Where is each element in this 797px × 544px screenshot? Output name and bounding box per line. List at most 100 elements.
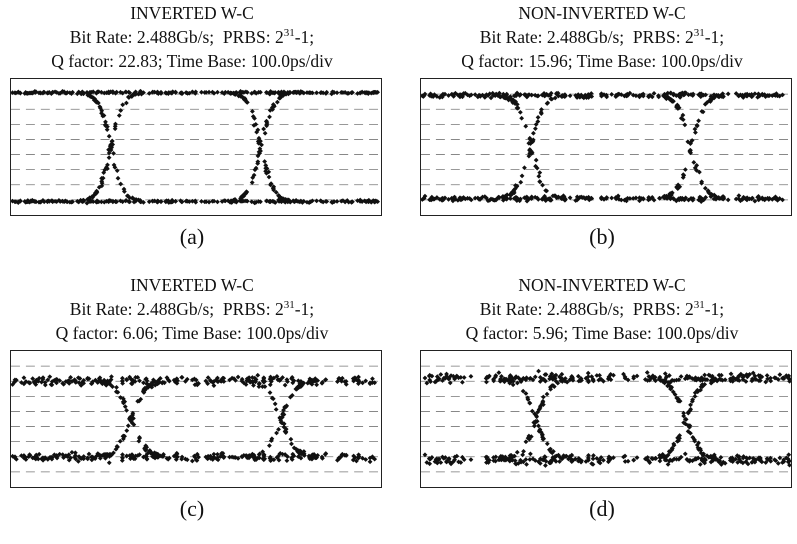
sample-point bbox=[261, 126, 267, 132]
sample-point bbox=[124, 453, 130, 459]
sample-point bbox=[712, 195, 718, 201]
sample-point bbox=[451, 93, 457, 99]
prbs-suffix: -1; bbox=[294, 27, 315, 47]
sample-point bbox=[263, 165, 269, 171]
sample-point bbox=[105, 162, 110, 168]
sample-point bbox=[11, 198, 15, 204]
time-base-label: Time Base: 100.0ps/div bbox=[572, 323, 739, 343]
sample-point bbox=[271, 199, 277, 204]
sample-point bbox=[633, 195, 639, 201]
sample-point bbox=[174, 380, 180, 386]
prbs-suffix: -1; bbox=[704, 299, 725, 319]
sample-point bbox=[109, 374, 114, 379]
sample-point bbox=[725, 91, 731, 97]
sample-point bbox=[249, 180, 255, 185]
eye-diagram-panel-a: INVERTED W-C Bit Rate: 2.488Gb/s; PRBS: … bbox=[2, 0, 382, 272]
sample-point bbox=[267, 443, 272, 448]
sample-point bbox=[525, 196, 531, 201]
eye-plot-area bbox=[420, 350, 792, 488]
eye-diagram-panel-d: NON-INVERTED W-C Bit Rate: 2.488Gb/s; PR… bbox=[412, 272, 792, 544]
sample-point bbox=[250, 451, 255, 457]
sample-point bbox=[86, 196, 91, 202]
sample-point bbox=[736, 378, 742, 383]
bit-rate-label: Bit Rate: 2.488Gb/s; bbox=[69, 299, 215, 319]
sample-point bbox=[519, 115, 525, 121]
sample-point bbox=[15, 90, 21, 95]
sample-point bbox=[288, 436, 294, 442]
sample-point bbox=[634, 455, 640, 461]
sample-point bbox=[335, 379, 340, 385]
sample-point bbox=[691, 160, 697, 165]
sample-point bbox=[56, 197, 62, 203]
panel-bitrate-prbs: Bit Rate: 2.488Gb/s; PRBS: 231-1; bbox=[2, 298, 382, 320]
sample-point bbox=[258, 148, 263, 154]
sample-point bbox=[99, 199, 104, 205]
sample-point bbox=[108, 144, 114, 150]
time-base-label: Time Base: 100.0ps/div bbox=[576, 51, 743, 71]
sample-point bbox=[241, 191, 247, 197]
panel-q-timebase: Q factor: 6.06; Time Base: 100.0ps/div bbox=[2, 322, 382, 344]
sample-point bbox=[120, 455, 125, 461]
sample-point bbox=[206, 89, 212, 95]
sample-point bbox=[698, 199, 704, 204]
sample-point bbox=[15, 200, 21, 206]
sample-point bbox=[274, 99, 280, 105]
sample-point bbox=[586, 452, 591, 458]
sample-point bbox=[532, 92, 538, 98]
sample-point bbox=[266, 174, 272, 180]
sample-point bbox=[146, 199, 152, 205]
sample-point bbox=[273, 407, 279, 412]
sample-point bbox=[23, 90, 29, 95]
sample-point bbox=[189, 458, 195, 464]
sample-point bbox=[543, 463, 548, 468]
eye-samples bbox=[422, 368, 791, 468]
sample-point bbox=[694, 167, 699, 173]
prbs-label: PRBS: 2 bbox=[222, 299, 284, 319]
sample-point bbox=[125, 193, 131, 199]
sample-point bbox=[553, 459, 559, 464]
sample-point bbox=[118, 181, 124, 187]
sample-point bbox=[281, 421, 287, 427]
sample-point bbox=[461, 375, 467, 380]
panel-label: (b) bbox=[589, 224, 615, 249]
sample-point bbox=[289, 441, 294, 447]
sample-point bbox=[698, 447, 704, 453]
sample-point bbox=[104, 453, 110, 459]
sample-point bbox=[111, 151, 116, 156]
sample-point bbox=[357, 199, 363, 204]
sample-point bbox=[520, 452, 526, 458]
sample-point bbox=[253, 121, 259, 127]
eye-diagram-svg bbox=[11, 365, 381, 473]
sample-point bbox=[80, 198, 85, 204]
sample-point bbox=[263, 163, 269, 168]
sample-point bbox=[270, 396, 276, 402]
sample-point bbox=[768, 455, 773, 461]
panel-label: (a) bbox=[179, 224, 205, 249]
prbs-suffix: -1; bbox=[704, 27, 725, 47]
sample-point bbox=[268, 199, 273, 205]
sample-point bbox=[150, 198, 155, 204]
sample-point bbox=[99, 179, 105, 184]
sample-point bbox=[115, 175, 121, 181]
sample-point bbox=[221, 198, 227, 203]
sample-point bbox=[682, 451, 688, 457]
sample-point bbox=[215, 452, 220, 457]
sample-point bbox=[514, 449, 520, 455]
sample-point bbox=[276, 426, 281, 432]
sample-point bbox=[41, 198, 47, 204]
sample-point bbox=[284, 458, 290, 464]
sample-point bbox=[547, 459, 553, 464]
sample-point bbox=[137, 435, 142, 440]
sample-point bbox=[452, 454, 458, 460]
sample-point bbox=[165, 199, 171, 205]
panel-label: (c) bbox=[179, 496, 205, 521]
sample-point bbox=[75, 459, 81, 464]
bit-rate-label: Bit Rate: 2.488Gb/s; bbox=[479, 299, 625, 319]
sample-point bbox=[272, 401, 278, 407]
sample-point bbox=[106, 133, 112, 139]
sample-point bbox=[322, 377, 328, 383]
sample-point bbox=[496, 370, 502, 376]
sample-point bbox=[322, 452, 328, 457]
panel-q-timebase: Q factor: 5.96; Time Base: 100.0ps/div bbox=[412, 322, 792, 344]
sample-point bbox=[106, 460, 112, 466]
